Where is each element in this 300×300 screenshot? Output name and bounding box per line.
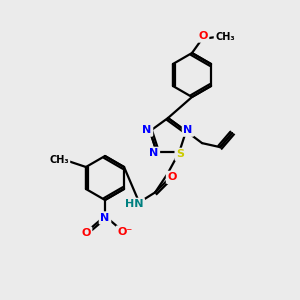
Text: CH₃: CH₃ — [215, 32, 235, 42]
Text: O: O — [198, 31, 208, 41]
Text: CH₃: CH₃ — [49, 155, 69, 165]
Text: S: S — [176, 149, 184, 159]
Text: HN: HN — [125, 200, 143, 209]
Text: N: N — [149, 148, 158, 158]
Text: N: N — [100, 213, 109, 223]
Text: N: N — [183, 125, 193, 135]
Text: O: O — [81, 228, 91, 238]
Text: O: O — [167, 172, 177, 182]
Text: N: N — [142, 125, 152, 135]
Text: O⁻: O⁻ — [117, 227, 133, 237]
